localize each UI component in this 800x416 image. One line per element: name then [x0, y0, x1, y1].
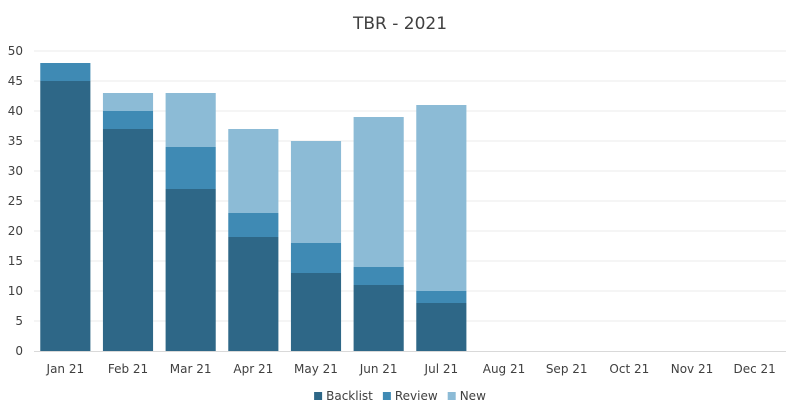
x-tick-label: Nov 21 — [671, 362, 714, 376]
bar-series — [40, 63, 467, 351]
y-tick-label: 35 — [8, 134, 23, 148]
bar-backlist-feb-21 — [102, 129, 154, 351]
x-tick-label: Jul 21 — [424, 362, 459, 376]
legend-label-backlist: Backlist — [326, 389, 373, 403]
bar-review-jul-21 — [416, 291, 467, 303]
bar-backlist-jan-21 — [40, 81, 91, 351]
y-tick-label: 5 — [15, 314, 23, 328]
bar-new-feb-21 — [102, 93, 154, 111]
legend-swatch-review — [382, 392, 391, 400]
bar-new-jun-21 — [353, 117, 404, 267]
bar-review-apr-21 — [228, 213, 279, 237]
y-tick-label: 0 — [15, 344, 23, 358]
x-tick-label: Dec 21 — [734, 362, 776, 376]
gridlines — [34, 50, 786, 322]
x-axis-tick-labels: Jan 21 Feb 21 Mar 21 Apr 21 May 21 Jun 21 Jul … — [46, 362, 776, 376]
bar-review-jan-21 — [40, 63, 91, 81]
bar-new-jul-21 — [416, 105, 467, 291]
y-tick-label: 45 — [8, 74, 23, 88]
y-tick-label: 25 — [8, 194, 23, 208]
bar-review-may-21 — [290, 243, 342, 273]
y-tick-label: 15 — [8, 254, 23, 268]
y-tick-label: 50 — [8, 44, 23, 58]
chart-title: TBR - 2021 — [352, 14, 447, 34]
bar-review-feb-21 — [102, 111, 154, 129]
bar-backlist-may-21 — [290, 273, 342, 351]
x-tick-label: Jan 21 — [46, 362, 85, 376]
bar-backlist-jun-21 — [353, 285, 404, 351]
bar-backlist-jul-21 — [416, 303, 467, 351]
x-tick-label: Apr 21 — [233, 362, 273, 376]
x-tick-label: Aug 21 — [483, 362, 526, 376]
y-tick-label: 20 — [8, 224, 23, 238]
y-tick-label: 10 — [8, 284, 23, 298]
y-tick-label: 40 — [8, 104, 23, 118]
legend: Backlist Review New — [314, 389, 486, 403]
x-tick-label: Jun 21 — [359, 362, 398, 376]
bar-backlist-apr-21 — [228, 237, 279, 351]
legend-label-review: Review — [395, 389, 438, 403]
y-axis-tick-labels: 0 5 10 15 20 25 30 35 40 45 50 — [8, 44, 23, 358]
x-tick-label: Oct 21 — [609, 362, 649, 376]
legend-label-new: New — [460, 389, 486, 403]
x-tick-label: May 21 — [294, 362, 338, 376]
bar-review-mar-21 — [165, 147, 216, 189]
x-tick-label: Sep 21 — [546, 362, 588, 376]
bar-new-may-21 — [290, 141, 342, 243]
x-tick-label: Mar 21 — [170, 362, 212, 376]
x-tick-label: Feb 21 — [108, 362, 148, 376]
legend-swatch-new — [447, 392, 456, 400]
y-tick-label: 30 — [8, 164, 23, 178]
bar-new-apr-21 — [228, 129, 279, 213]
bar-backlist-mar-21 — [165, 189, 216, 351]
bar-review-jun-21 — [353, 267, 404, 285]
legend-swatch-backlist — [314, 392, 323, 400]
bar-new-mar-21 — [165, 93, 216, 147]
